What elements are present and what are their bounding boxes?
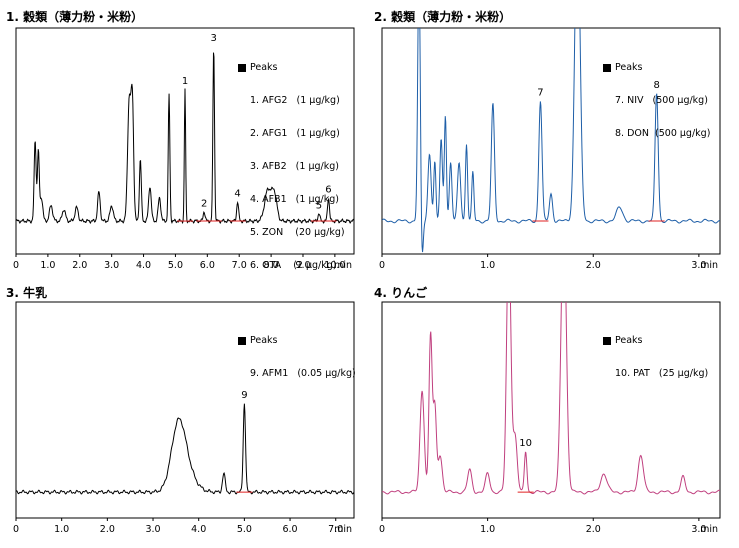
x-axis-unit: min <box>334 524 352 535</box>
chromatogram-trace <box>382 302 720 495</box>
x-tick-label: 5.0 <box>168 260 183 271</box>
x-tick-label: 0 <box>379 260 385 271</box>
legend-1: Peaks 1. AFG2 (1 μg/kg) 2. AFG1 (1 μg/kg… <box>238 40 345 293</box>
legend-marker-icon <box>603 336 611 345</box>
legend-header: Peaks <box>250 62 278 73</box>
x-tick-label: 6.0 <box>200 260 215 271</box>
x-tick-label: 6.0 <box>282 524 297 535</box>
legend-marker-icon <box>238 63 246 72</box>
peak-label: 4 <box>234 189 240 200</box>
x-tick-label: 7.0 <box>328 524 343 535</box>
x-tick-label: 4.0 <box>191 524 206 535</box>
x-tick-label: 10.0 <box>324 260 345 271</box>
legend-marker-icon <box>603 63 611 72</box>
legend-4: Peaks 10. PAT (25 μg/kg) <box>603 313 708 401</box>
legend-header: Peaks <box>250 335 278 346</box>
x-axis-unit: min <box>334 260 352 271</box>
chromatogram-trace <box>16 52 354 225</box>
x-tick-label: 2.0 <box>586 260 601 271</box>
chromatogram-trace <box>382 28 720 253</box>
peak-label: 5 <box>316 200 322 211</box>
chart-title-1: 1. 穀類（薄力粉・米粉） <box>6 10 144 24</box>
legend-3: Peaks 9. AFM1 (0.05 μg/kg) <box>238 313 356 401</box>
x-axis-unit: min <box>700 524 718 535</box>
x-tick-label: 5.0 <box>237 524 252 535</box>
legend-item: 8. DON (500 μg/kg) <box>615 128 711 139</box>
legend-item: 7. NIV (500 μg/kg) <box>615 95 708 106</box>
peak-label: 7 <box>537 88 543 99</box>
x-tick-label: 2.0 <box>72 260 87 271</box>
legend-item: 6. OTA (2 μg/kg) <box>250 260 337 271</box>
chart-title-2: 2. 穀類（薄力粉・米粉） <box>374 10 512 24</box>
plot-frame <box>381 27 721 255</box>
x-tick-label: 1.0 <box>54 524 69 535</box>
x-tick-label: 0 <box>379 524 385 535</box>
legend-item: 9. AFM1 (0.05 μg/kg) <box>250 368 356 379</box>
x-tick-label: 4.0 <box>136 260 151 271</box>
plot-frame <box>381 301 721 519</box>
legend-item: 3. AFB2 (1 μg/kg) <box>250 161 339 172</box>
peak-label: 1 <box>182 76 188 87</box>
x-tick-label: 1.0 <box>40 260 55 271</box>
peak-label: 8 <box>653 80 659 91</box>
x-tick-label: 1.0 <box>480 260 495 271</box>
x-tick-label: 0 <box>13 524 19 535</box>
legend-item: 5. ZON (20 μg/kg) <box>250 227 345 238</box>
legend-item: 10. PAT (25 μg/kg) <box>615 368 709 379</box>
x-axis-unit: min <box>700 260 718 271</box>
x-tick-label: 0 <box>13 260 19 271</box>
x-tick-label: 8.0 <box>264 260 279 271</box>
peak-label: 10 <box>519 438 532 449</box>
peak-label: 6 <box>325 185 331 196</box>
x-tick-label: 7.0 <box>232 260 247 271</box>
peak-label: 2 <box>201 198 207 209</box>
chromatogram-trace <box>16 403 354 495</box>
legend-item: 4. AFB1 (1 μg/kg) <box>250 194 339 205</box>
x-tick-label: 3.0 <box>145 524 160 535</box>
x-tick-label: 2.0 <box>100 524 115 535</box>
x-tick-label: 2.0 <box>586 524 601 535</box>
legend-marker-icon <box>238 336 246 345</box>
plot-frame <box>15 27 355 255</box>
legend-header: Peaks <box>615 335 643 346</box>
legend-item: 1. AFG2 (1 μg/kg) <box>250 95 340 106</box>
peak-label: 9 <box>241 390 247 401</box>
chart-title-3: 3. 牛乳 <box>6 286 48 300</box>
x-tick-label: 3.0 <box>691 524 706 535</box>
chart-title-4: 4. りんご <box>374 286 428 300</box>
legend-2: Peaks 7. NIV (500 μg/kg) 8. DON (500 μg/… <box>603 40 710 161</box>
x-tick-label: 9.0 <box>295 260 310 271</box>
x-tick-label: 3.0 <box>691 260 706 271</box>
plot-frame <box>15 301 355 519</box>
x-tick-label: 3.0 <box>104 260 119 271</box>
legend-header: Peaks <box>615 62 643 73</box>
peak-label: 3 <box>211 33 217 44</box>
legend-item: 2. AFG1 (1 μg/kg) <box>250 128 340 139</box>
x-tick-label: 1.0 <box>480 524 495 535</box>
